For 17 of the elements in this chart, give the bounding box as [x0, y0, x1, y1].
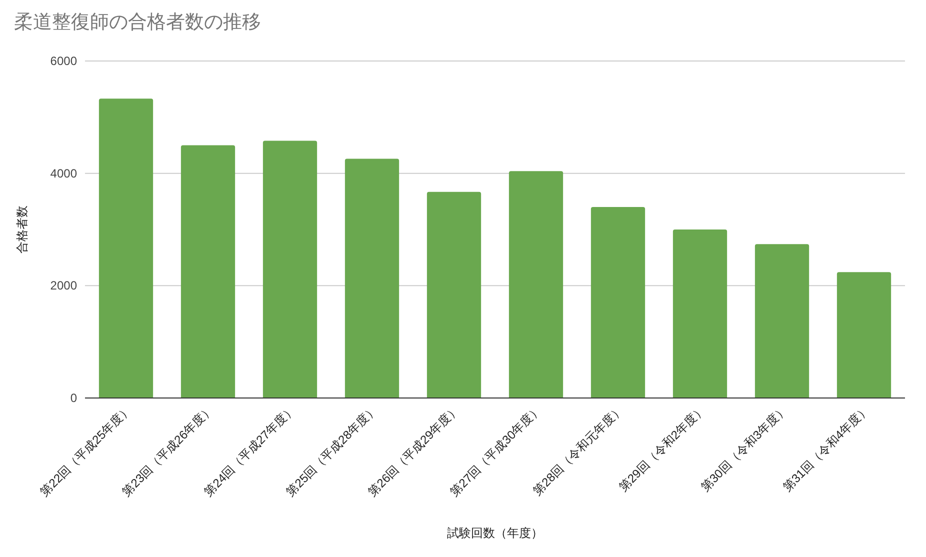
y-tick-label: 6000 — [50, 54, 78, 68]
bar — [836, 272, 892, 398]
bar — [754, 244, 810, 398]
bar — [426, 192, 482, 398]
y-axis-title: 合格者数 — [15, 206, 29, 254]
bar — [98, 98, 154, 398]
bar — [180, 145, 236, 398]
bar — [262, 140, 318, 398]
y-tick-label: 4000 — [50, 166, 78, 180]
x-axis-title: 試験回数（年度） — [447, 526, 543, 540]
y-tick-label: 0 — [70, 391, 78, 405]
bar — [344, 158, 400, 398]
bar — [672, 230, 728, 398]
chart-title: 柔道整復師の合格者数の推移 — [14, 12, 261, 33]
bar — [508, 171, 564, 398]
bar — [590, 207, 646, 398]
y-tick-label: 2000 — [50, 278, 78, 293]
